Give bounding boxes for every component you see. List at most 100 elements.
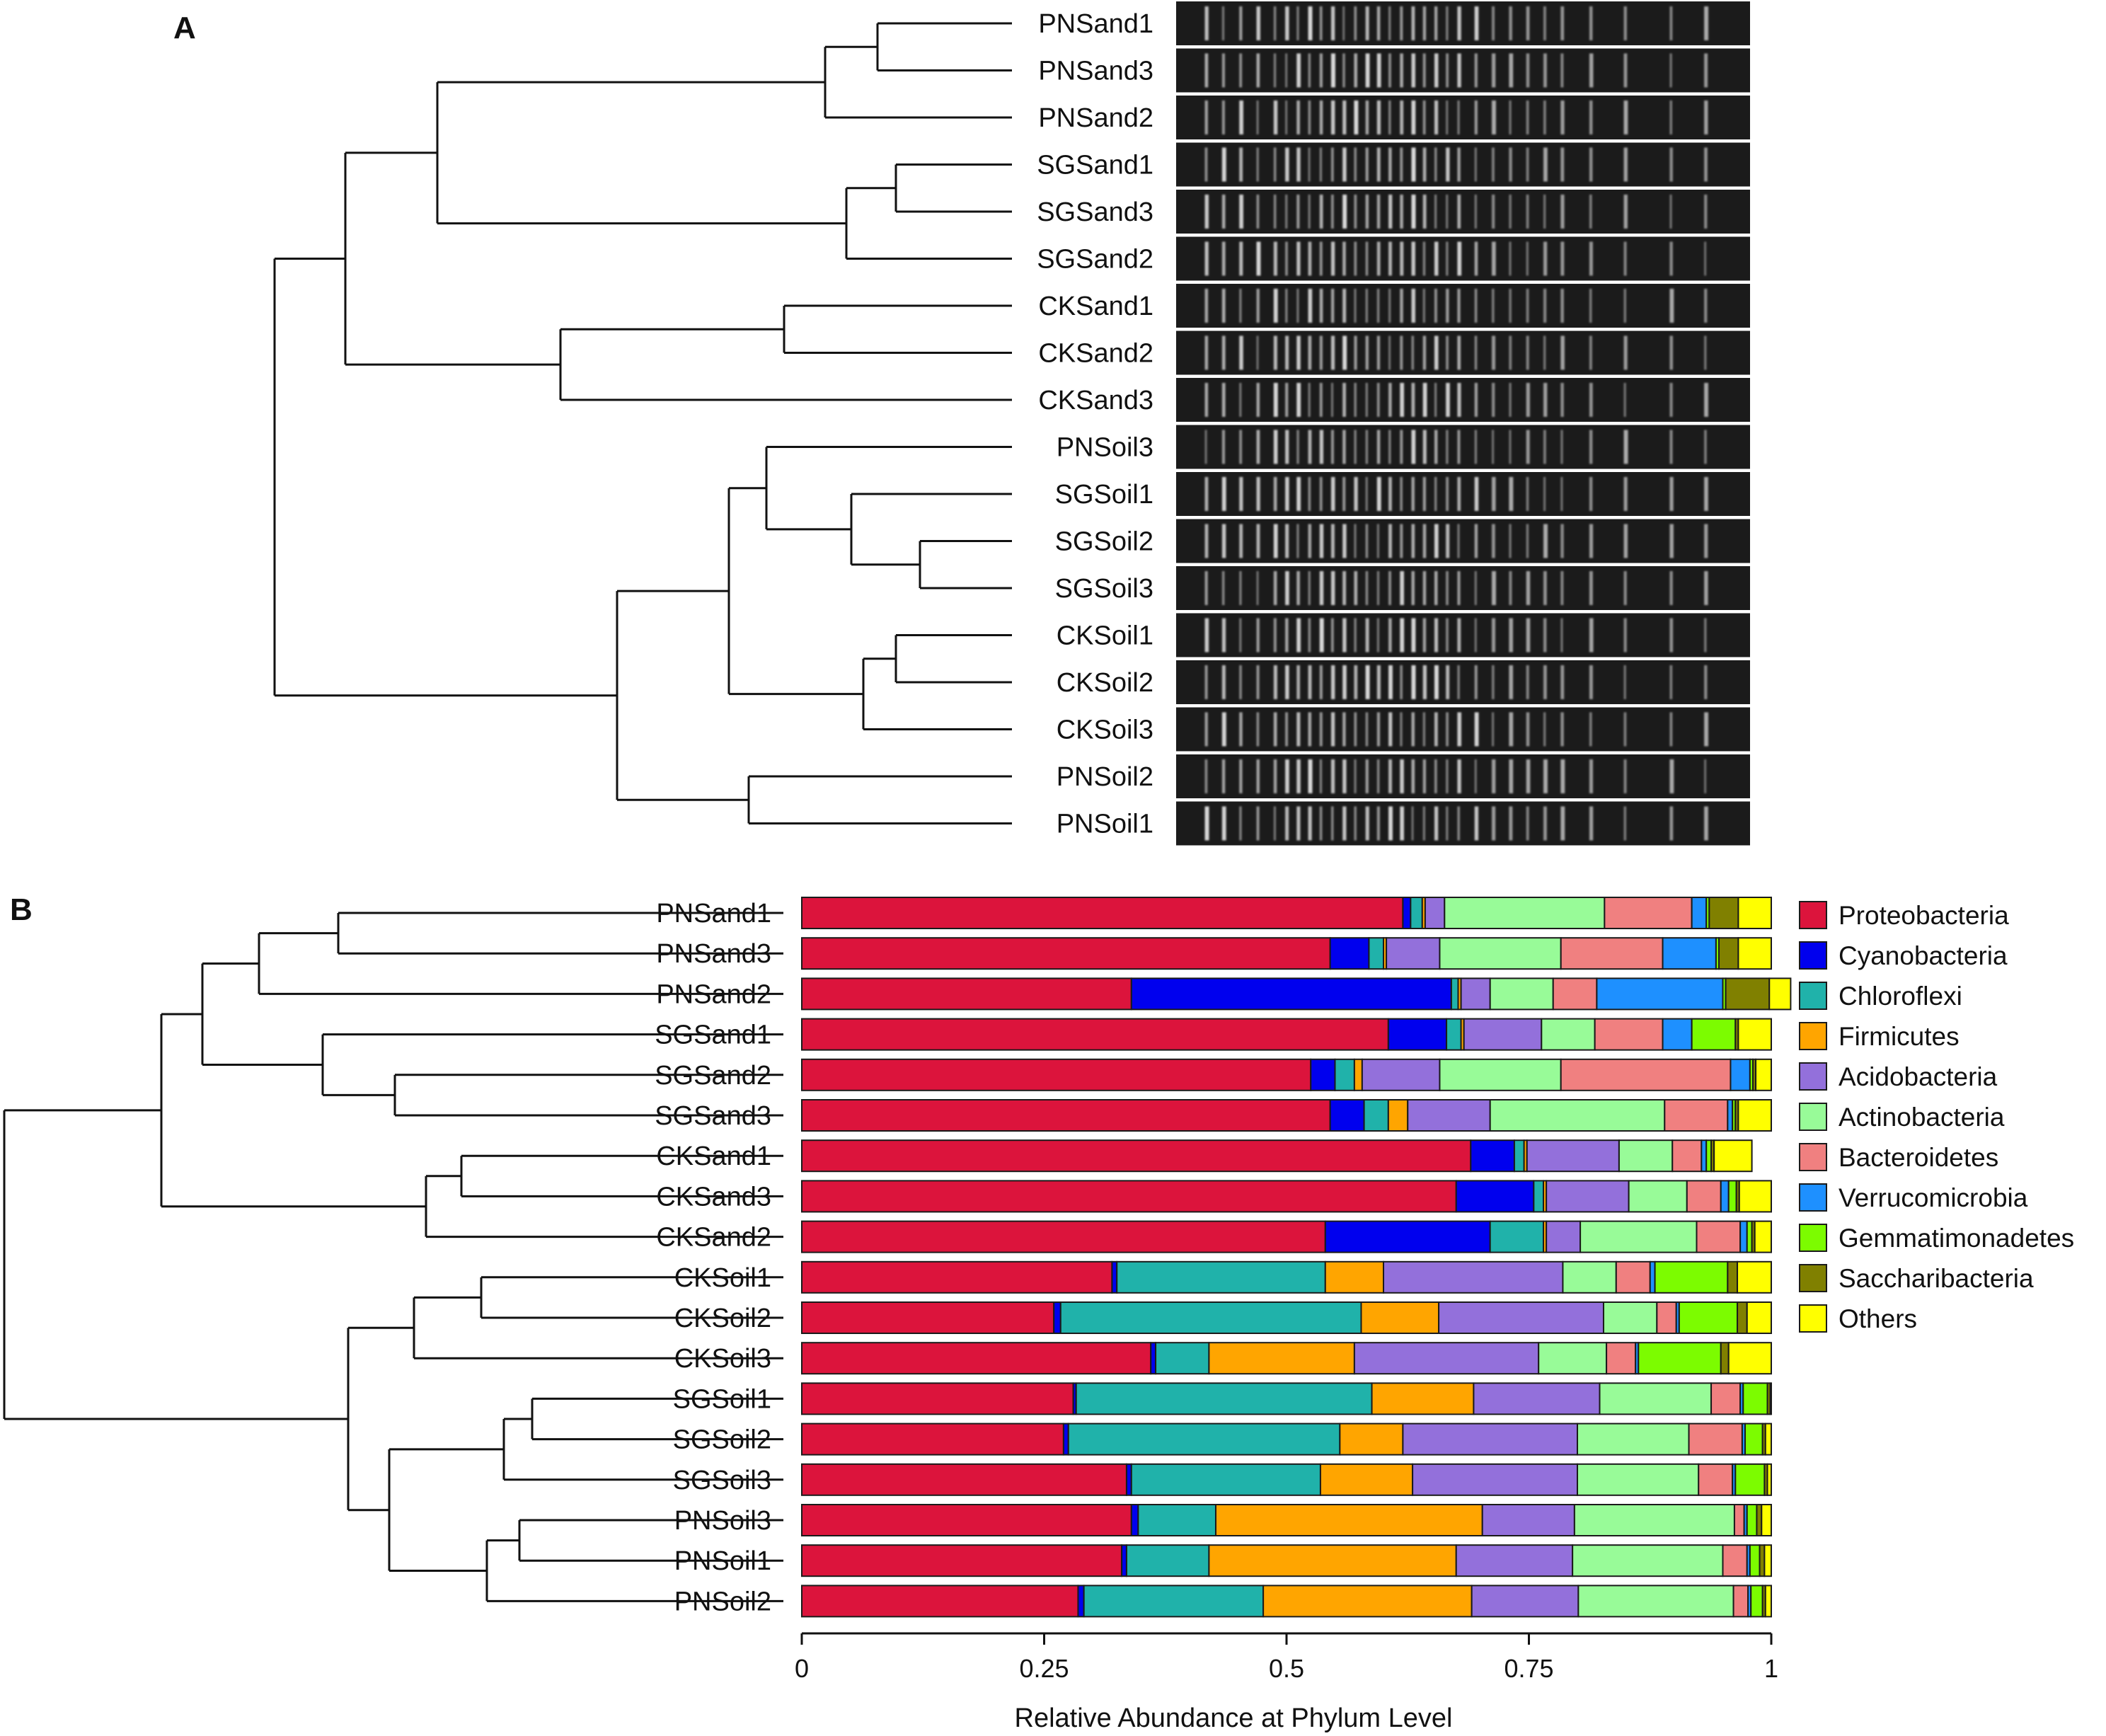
gel-band <box>1273 430 1278 464</box>
legend-swatch <box>1799 1103 1827 1131</box>
gel-lane <box>1176 142 1750 187</box>
bar-segment <box>1606 1342 1637 1375</box>
gel-band <box>1623 430 1628 464</box>
gel-band <box>1589 430 1593 464</box>
gel-band <box>1376 53 1381 88</box>
gel-band <box>1319 430 1324 464</box>
bar-segment <box>801 1260 1113 1294</box>
gel-band <box>1434 100 1439 134</box>
bar-segment <box>801 1422 1064 1456</box>
gel-band <box>1239 100 1243 134</box>
gel-band <box>1560 100 1565 134</box>
gel-band <box>1256 6 1261 40</box>
bar-segment <box>1387 1099 1409 1132</box>
gel-band <box>1342 289 1347 323</box>
bar-row <box>801 1342 1772 1375</box>
bar-segment <box>1656 1301 1677 1334</box>
gel-band <box>1704 335 1707 370</box>
bar-segment <box>1329 1099 1365 1132</box>
gel-band <box>1308 524 1312 558</box>
gel-band <box>1669 759 1674 793</box>
gel-band <box>1623 241 1627 276</box>
gel-band <box>1446 571 1449 605</box>
gel-lane <box>1176 48 1750 93</box>
gel-band <box>1354 806 1357 841</box>
gel-band <box>1543 759 1548 793</box>
gel-sample-label: PNSoil3 <box>1057 433 1153 463</box>
bar-segment <box>1739 1220 1748 1253</box>
gel-band <box>1446 430 1449 464</box>
gel-band <box>1704 383 1708 417</box>
gel-band <box>1543 806 1547 841</box>
legend-swatch <box>1799 1143 1827 1171</box>
gel-band <box>1204 195 1209 229</box>
gel-band <box>1623 195 1628 229</box>
bar-segment <box>1471 1585 1580 1618</box>
gel-band <box>1434 806 1439 841</box>
gel-band <box>1342 195 1347 229</box>
gel-band <box>1319 571 1324 605</box>
gel-band <box>1560 6 1565 40</box>
gel-band <box>1388 289 1391 323</box>
x-axis: 0 0.25 0.5 0.75 1 <box>795 1632 1778 1683</box>
gel-band <box>1422 571 1427 605</box>
gel-band <box>1446 665 1450 699</box>
gel-band <box>1319 665 1323 699</box>
gel-band <box>1221 665 1226 699</box>
gel-lane-bg <box>1176 425 1750 469</box>
bar-segment <box>1763 1544 1772 1577</box>
gel-band <box>1509 335 1512 370</box>
bar-segment <box>1339 1422 1404 1456</box>
bar-segment <box>1615 1260 1651 1294</box>
gel-band <box>1342 53 1345 88</box>
bar-row <box>801 1180 1773 1213</box>
bar-category-label: SGSand3 <box>655 1101 771 1131</box>
gel-band <box>1376 618 1379 653</box>
gel-band <box>1434 618 1439 653</box>
bar-segment <box>1761 1504 1773 1536</box>
gel-band <box>1411 53 1416 88</box>
gel-band <box>1509 147 1512 182</box>
gel-band <box>1388 6 1391 40</box>
gel-band <box>1400 524 1403 558</box>
gel-band <box>1474 665 1478 699</box>
gel-band <box>1560 335 1565 370</box>
gel-band <box>1446 147 1450 182</box>
gel-band <box>1342 759 1347 793</box>
bar-segment <box>801 977 1132 1011</box>
gel-band <box>1204 618 1209 653</box>
panel-b-label: B <box>10 892 33 927</box>
bar-segment <box>1594 1018 1664 1051</box>
gel-band <box>1589 618 1594 653</box>
gel-band <box>1296 100 1300 134</box>
gel-band <box>1296 571 1300 605</box>
gel-band <box>1411 241 1415 276</box>
gel-band <box>1492 524 1495 558</box>
gel-band <box>1388 147 1392 182</box>
gel-band <box>1474 712 1479 747</box>
gel-band <box>1434 665 1439 699</box>
gel-band <box>1388 806 1393 841</box>
gel-band <box>1509 383 1512 417</box>
bar-row <box>801 937 1772 970</box>
gel-band <box>1526 430 1530 464</box>
gel-band <box>1376 289 1380 323</box>
gel-band <box>1330 524 1335 558</box>
gel-band <box>1526 524 1529 558</box>
bar-segment <box>1455 1180 1535 1213</box>
gel-band <box>1474 806 1479 841</box>
gel-band <box>1285 289 1288 323</box>
gel-band <box>1256 665 1260 699</box>
gel-band <box>1342 241 1346 276</box>
bar-segment <box>1599 1382 1713 1415</box>
bar-segment <box>1701 1139 1708 1173</box>
gel-band <box>1422 383 1427 417</box>
gel-band <box>1560 289 1564 323</box>
bar-segment <box>1737 1260 1773 1294</box>
legend-swatch <box>1799 982 1827 1010</box>
gel-band <box>1411 6 1415 40</box>
gel-band <box>1365 6 1369 40</box>
bar-row <box>801 1018 1772 1051</box>
gel-band <box>1388 100 1391 134</box>
gel-band <box>1308 6 1313 40</box>
